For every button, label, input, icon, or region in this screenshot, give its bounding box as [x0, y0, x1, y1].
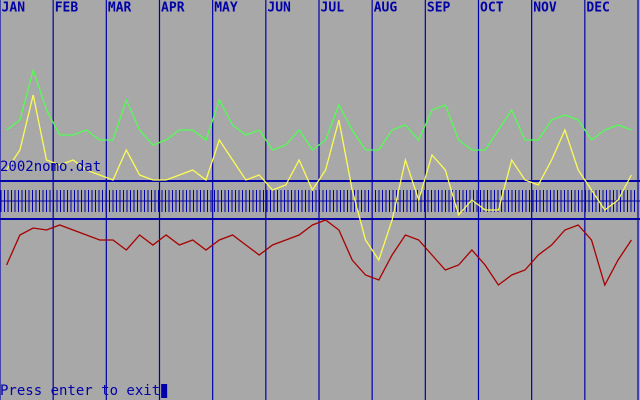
x-tick-label: AUG: [374, 1, 398, 16]
x-tick-label: JUN: [267, 1, 291, 16]
x-tick-label: JUL: [321, 1, 345, 16]
x-tick-label: MAY: [214, 1, 238, 16]
x-tick-label: FEB: [55, 1, 79, 16]
series-line: [6, 94, 632, 262]
prompt: Press enter to exit: [0, 383, 160, 399]
file-label: 2002nomo.dat: [0, 159, 101, 175]
x-tick-label: NOV: [533, 1, 557, 16]
x-tick-label: DEC: [586, 1, 609, 16]
lines: [6, 67, 632, 287]
series-line: [6, 219, 632, 287]
series-line: [6, 67, 632, 151]
x-tick-label: MAR: [108, 1, 132, 16]
x-tick-label: APR: [161, 1, 185, 16]
x-tick-label: JAN: [2, 1, 26, 16]
x-tick-label: SEP: [427, 1, 451, 16]
cursor: [161, 384, 168, 398]
x-tick-label: OCT: [480, 1, 504, 16]
